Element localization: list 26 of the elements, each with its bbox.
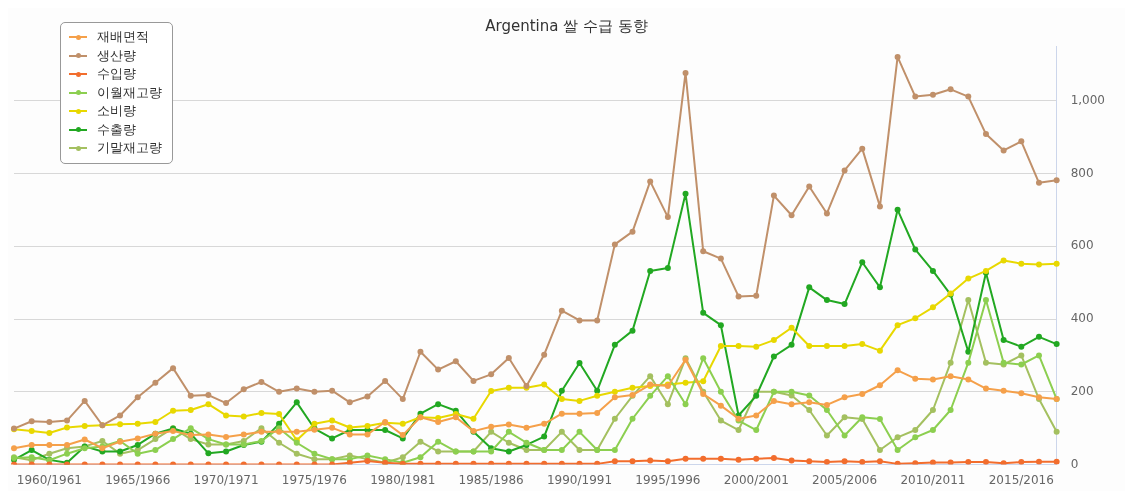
x-tick-label: 2005/2006 bbox=[812, 472, 878, 487]
y-tick-label: 400 bbox=[1070, 311, 1094, 326]
x-tick-label: 1985/1986 bbox=[458, 472, 524, 487]
x-tick-label: 1995/1996 bbox=[635, 472, 701, 487]
y-tick-label: 0 bbox=[1070, 456, 1079, 471]
legend-label: 생산량 bbox=[97, 46, 136, 65]
legend-label: 이월재고량 bbox=[97, 83, 162, 102]
y-tick-label: 1,000 bbox=[1070, 92, 1106, 107]
x-tick-label: 2000/2001 bbox=[723, 472, 789, 487]
legend-label: 기말재고량 bbox=[97, 139, 162, 158]
y-tick-label: 600 bbox=[1070, 238, 1094, 253]
legend-label: 재배면적 bbox=[97, 28, 149, 47]
chart-title: Argentina 쌀 수급 동향 bbox=[485, 16, 648, 35]
x-tick-label: 1980/1981 bbox=[370, 472, 436, 487]
legend-label: 수출량 bbox=[97, 120, 136, 139]
x-tick-label: 1970/1971 bbox=[193, 472, 259, 487]
x-tick-label: 1990/1991 bbox=[546, 472, 613, 487]
x-tick-label: 1975/1976 bbox=[281, 472, 347, 487]
y-tick-label: 200 bbox=[1070, 383, 1094, 398]
x-tick-label: 1960/1961 bbox=[16, 472, 82, 487]
x-tick-label: 1965/1966 bbox=[105, 472, 171, 487]
legend-label: 수입량 bbox=[97, 65, 136, 84]
legend-label: 소비량 bbox=[97, 102, 136, 121]
y-tick-label: 800 bbox=[1070, 165, 1094, 180]
x-tick-label: 2010/2011 bbox=[900, 472, 966, 487]
x-tick-label: 2015/2016 bbox=[988, 472, 1054, 487]
